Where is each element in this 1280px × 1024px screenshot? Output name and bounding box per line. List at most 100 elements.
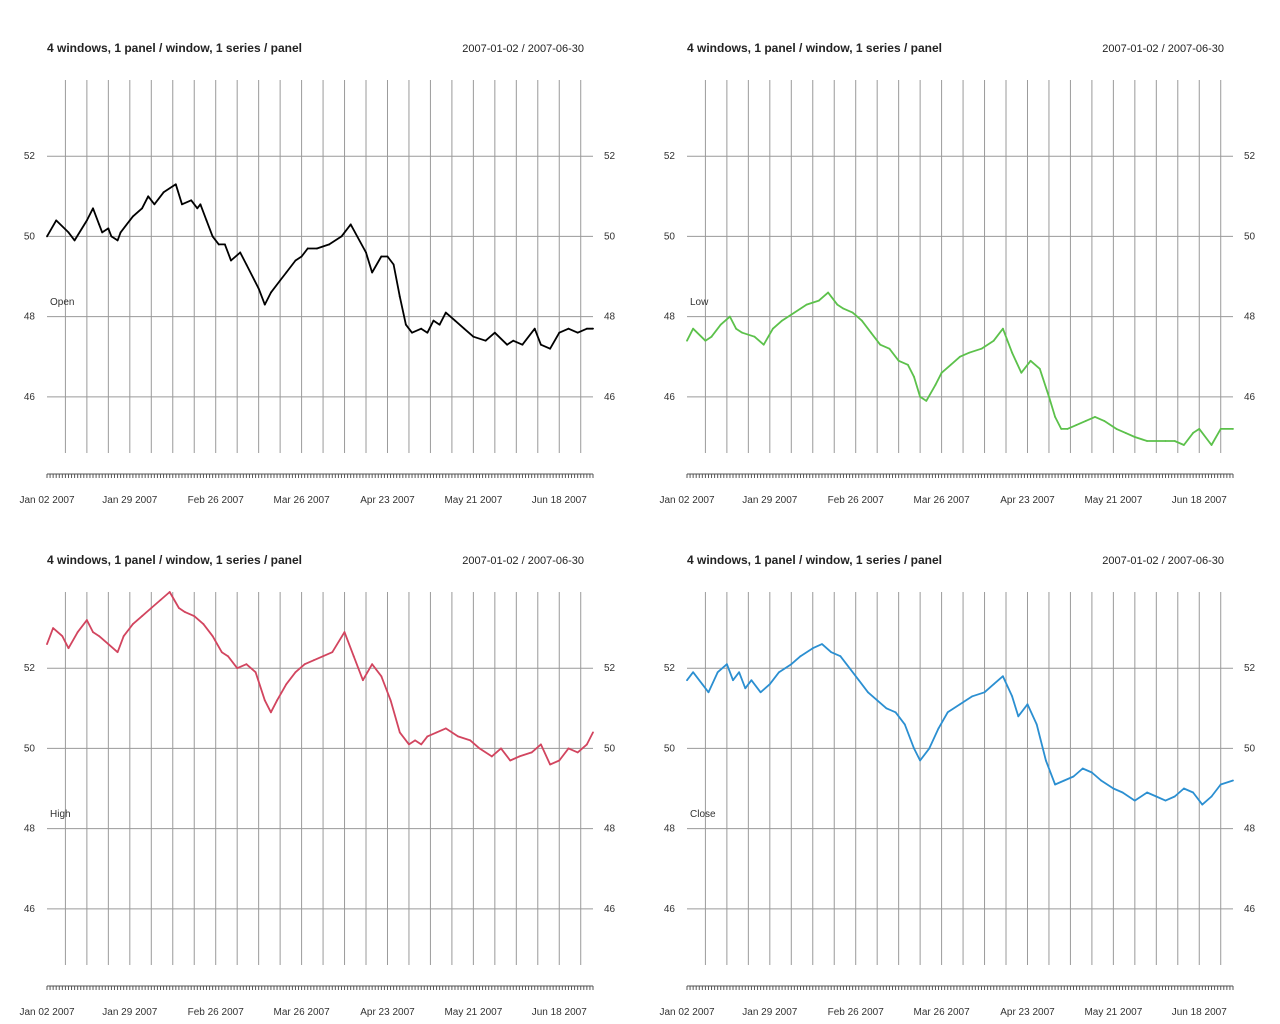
data-point	[1035, 723, 1038, 726]
data-point	[174, 183, 177, 186]
data-point	[870, 331, 872, 334]
data-point	[141, 207, 143, 210]
data-point	[85, 219, 88, 222]
series-points	[686, 643, 1234, 806]
data-point	[576, 331, 579, 334]
data-point	[426, 735, 429, 738]
data-point	[202, 623, 205, 625]
y-tick-label-right: 46	[604, 904, 616, 915]
data-point	[793, 311, 796, 314]
y-tick-label-right: 52	[1244, 151, 1256, 162]
x-tick-label: Feb 26 2007	[828, 1007, 885, 1018]
data-point	[211, 235, 214, 238]
data-point	[199, 203, 202, 206]
data-point	[420, 743, 423, 746]
data-point	[92, 207, 94, 210]
data-point	[52, 627, 55, 629]
data-point	[1084, 420, 1087, 422]
data-point	[725, 663, 728, 666]
data-point	[1164, 799, 1167, 802]
data-point	[549, 763, 551, 766]
y-tick-label-right: 52	[604, 663, 616, 674]
series-label: Open	[50, 297, 74, 308]
x-tick-label: Mar 26 2007	[274, 1007, 331, 1018]
data-point	[432, 319, 435, 322]
data-point	[771, 327, 774, 330]
y-tick-label-left: 50	[24, 743, 36, 754]
data-point	[300, 255, 303, 258]
date-range-label: 2007-01-02 / 2007-06-30	[462, 43, 584, 55]
data-point	[386, 255, 389, 258]
y-tick-label-right: 50	[604, 743, 616, 754]
data-point	[230, 259, 232, 262]
x-tick-label: Jan 29 2007	[102, 1007, 157, 1018]
data-point	[380, 675, 383, 678]
data-point	[1100, 779, 1103, 782]
x-tick-label: Apr 23 2007	[360, 1007, 415, 1018]
data-point	[1066, 428, 1069, 430]
data-point	[716, 671, 719, 674]
data-point	[500, 747, 502, 750]
x-tick-label: Apr 23 2007	[1000, 495, 1055, 506]
data-point	[371, 271, 374, 274]
x-tick-label: Mar 26 2007	[914, 1007, 971, 1018]
y-tick-label-left: 48	[24, 824, 36, 835]
data-point	[76, 631, 79, 634]
data-point	[968, 351, 971, 354]
data-point	[1173, 795, 1176, 798]
grid-lines	[47, 80, 593, 453]
y-tick-label-right: 52	[604, 151, 616, 162]
data-point	[205, 219, 208, 222]
y-tick-label-right: 50	[1244, 743, 1256, 754]
data-point	[1094, 416, 1096, 418]
chart-title: 4 windows, 1 panel / window, 1 series / …	[687, 41, 942, 55]
data-point	[903, 723, 906, 726]
data-point	[1060, 428, 1063, 430]
data-point	[750, 679, 753, 682]
data-point	[592, 731, 594, 734]
data-point	[67, 647, 70, 650]
data-point	[539, 343, 542, 346]
y-tick-label-left: 52	[24, 663, 36, 674]
data-point	[1054, 783, 1056, 786]
data-point	[1020, 371, 1023, 374]
data-point	[592, 327, 594, 330]
data-point	[1029, 359, 1032, 362]
series-points	[46, 591, 594, 766]
x-tick-label: May 21 2007	[444, 495, 502, 506]
data-point	[512, 339, 515, 342]
data-point	[1075, 424, 1078, 426]
data-point	[150, 607, 153, 609]
data-point	[398, 731, 401, 734]
x-tick-label: May 21 2007	[1084, 495, 1142, 506]
y-tick-label-left: 46	[664, 392, 676, 403]
data-point	[46, 235, 48, 238]
y-tick-label-left: 46	[24, 904, 36, 915]
data-point	[744, 687, 747, 690]
data-point	[128, 219, 131, 222]
data-point	[484, 339, 487, 342]
data-point	[294, 259, 297, 262]
x-axis	[686, 985, 1234, 990]
data-point	[371, 663, 374, 666]
data-point	[949, 363, 952, 366]
y-tick-label-right: 50	[604, 231, 616, 242]
data-point	[1201, 803, 1204, 806]
data-point	[521, 343, 524, 346]
data-point	[193, 615, 196, 617]
data-point	[454, 319, 456, 322]
data-point	[558, 331, 561, 334]
data-point	[830, 651, 833, 654]
data-point	[576, 751, 579, 754]
data-point	[478, 747, 481, 750]
data-point	[1232, 779, 1234, 782]
y-tick-label-right: 46	[604, 392, 616, 403]
data-point	[946, 711, 949, 714]
data-point	[506, 343, 509, 346]
y-tick-label-right: 48	[1244, 824, 1256, 835]
data-point	[1133, 799, 1136, 802]
y-tick-label-left: 48	[664, 312, 676, 323]
data-point	[490, 755, 493, 758]
data-point	[420, 327, 423, 330]
grid-lines	[687, 80, 1233, 453]
